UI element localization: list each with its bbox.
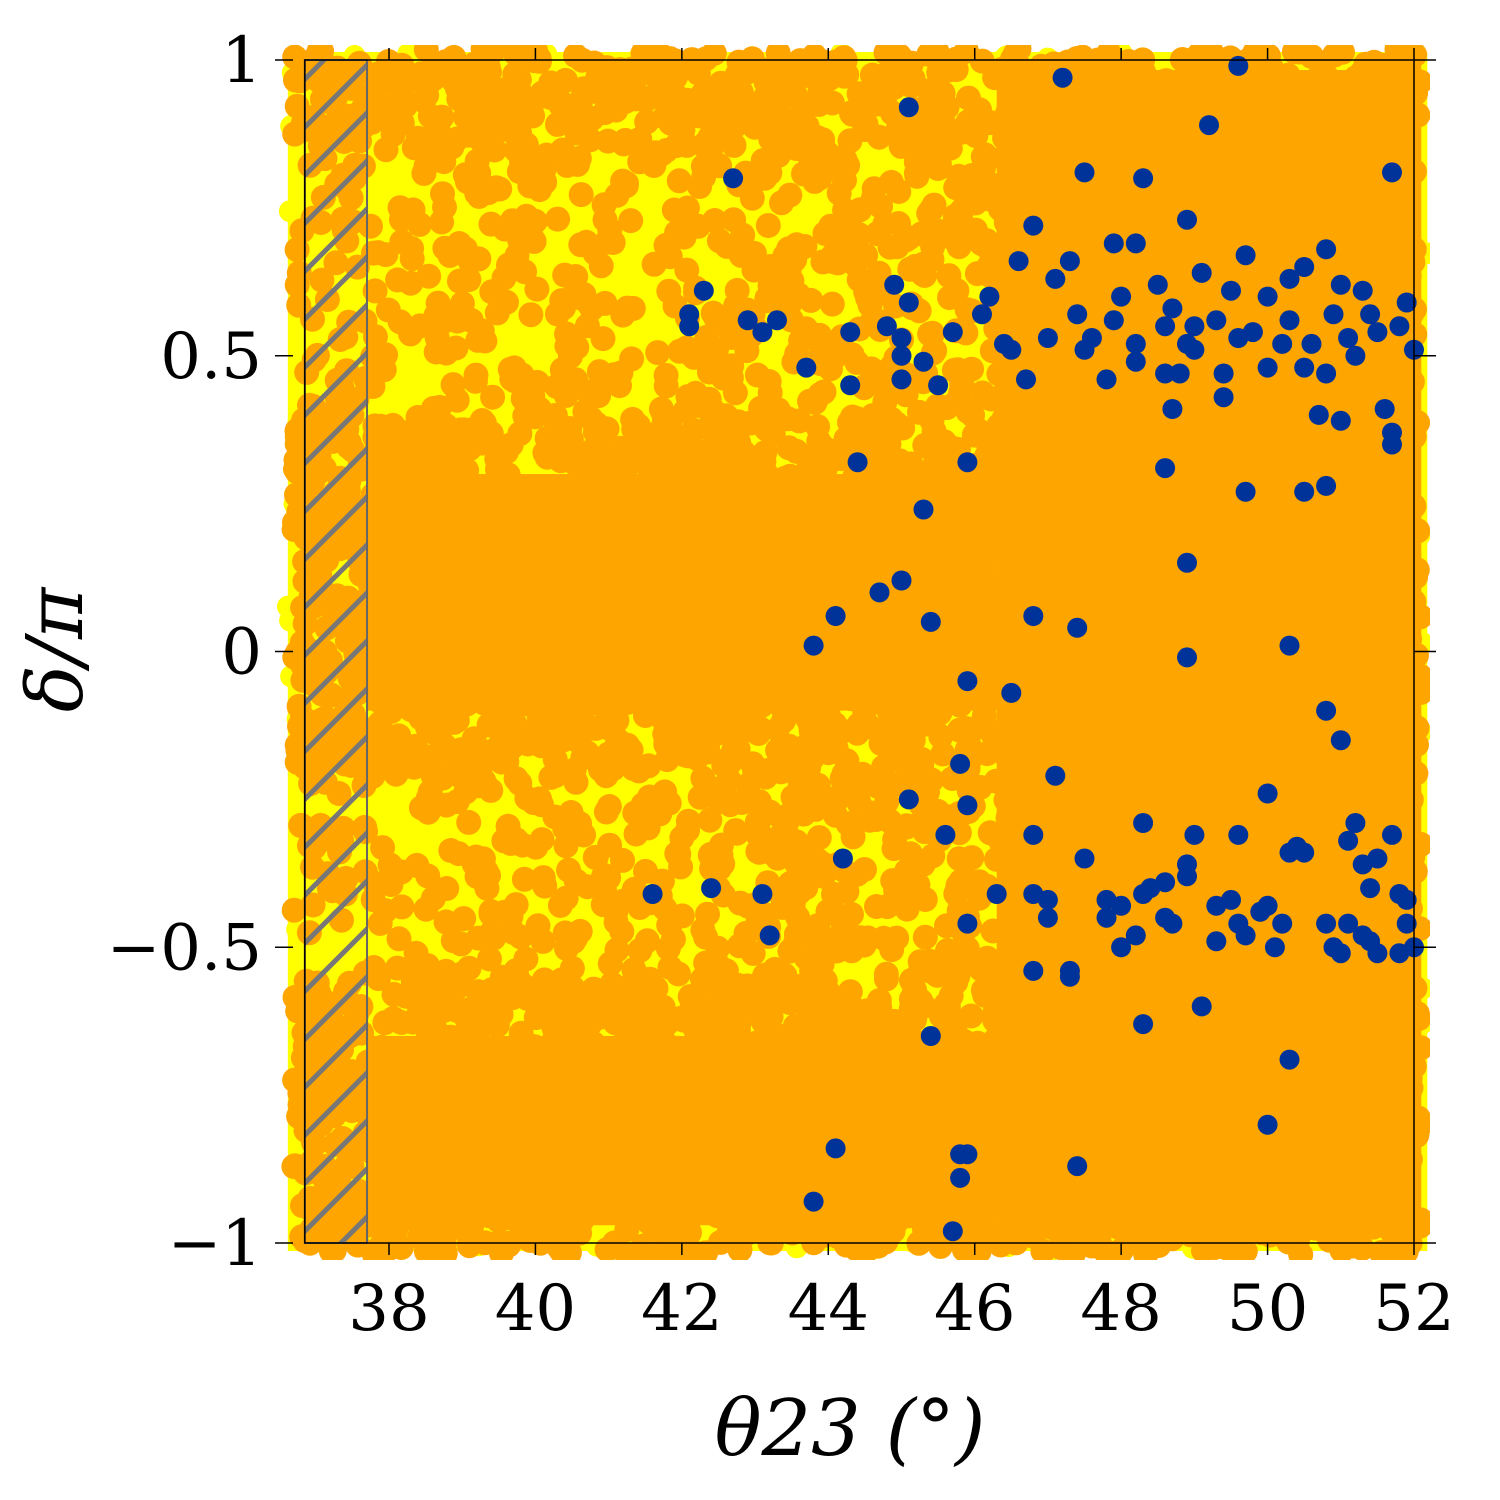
orange-point [440,928,466,954]
orange-point [874,1105,900,1131]
orange-point [537,1192,563,1218]
orange-point [645,340,671,366]
yellow-point [533,340,556,363]
orange-point [367,910,393,936]
orange-point [668,854,694,880]
yellow-point [438,819,461,841]
orange-point [518,302,544,328]
orange-point [875,497,900,523]
orange-point [934,913,959,939]
orange-point [721,207,747,233]
orange-point [874,894,900,920]
yellow-point [388,372,411,395]
orange-point [1164,800,1190,826]
orange-point [1111,564,1137,590]
orange-point [697,807,723,833]
orange-point [443,335,469,361]
orange-point [614,170,639,196]
orange-point [1175,604,1201,630]
orange-point [388,859,414,885]
orange-point [480,384,506,410]
orange-point [1090,247,1116,273]
orange-point [633,858,658,884]
orange-point [1111,494,1137,520]
orange-point [993,210,1019,235]
orange-point [868,193,894,219]
yellow-point [502,325,525,348]
orange-point [554,936,579,961]
orange-point [984,846,1009,872]
orange-point [513,623,539,649]
orange-point [610,302,636,328]
orange-point [373,137,399,163]
orange-point [365,240,391,266]
orange-point [661,197,687,223]
orange-point [597,951,623,977]
orange-point [465,925,491,951]
orange-point [1083,118,1109,143]
orange-point [573,1079,599,1105]
orange-point [558,343,583,369]
orange-point [413,524,438,550]
orange-point [1013,928,1039,954]
orange-point [568,182,594,208]
orange-point [376,49,401,74]
yellow-point [585,165,608,187]
orange-point [554,321,579,347]
yellow-point [625,328,648,351]
orange-point [414,82,440,108]
orange-point [1405,102,1430,128]
orange-point [1252,636,1278,662]
orange-point [1065,936,1091,962]
orange-point [598,639,624,665]
orange-point [552,262,578,288]
yellow-point [278,200,301,223]
orange-point [825,476,851,502]
orange-point [362,278,388,304]
orange-point [386,723,412,749]
orange-point [368,1166,394,1192]
orange-point [1359,452,1385,478]
orange-point [524,276,550,302]
orange-point [380,1006,406,1031]
orange-point [595,128,621,154]
yellow-point [368,186,390,209]
orange-point [453,601,479,627]
orange-point [819,90,845,116]
orange-point [567,1111,593,1137]
orange-point [590,326,616,352]
orange-point [362,870,388,896]
orange-point [1337,658,1363,684]
orange-point [472,328,498,354]
orange-point [701,45,727,66]
orange-scatter-series [281,45,1430,1260]
orange-point [832,167,857,193]
orange-point [530,865,556,891]
orange-point [619,346,645,372]
orange-point [706,228,732,254]
orange-point [669,825,695,851]
yellow-point [494,793,517,816]
orange-point [641,251,667,277]
plot-area [277,45,1430,1260]
orange-point [1235,405,1261,431]
orange-point [685,635,711,661]
yellow-point [636,368,659,391]
orange-point [618,208,644,234]
yellow-point [383,809,406,832]
orange-point [685,60,711,86]
orange-point [844,861,870,887]
